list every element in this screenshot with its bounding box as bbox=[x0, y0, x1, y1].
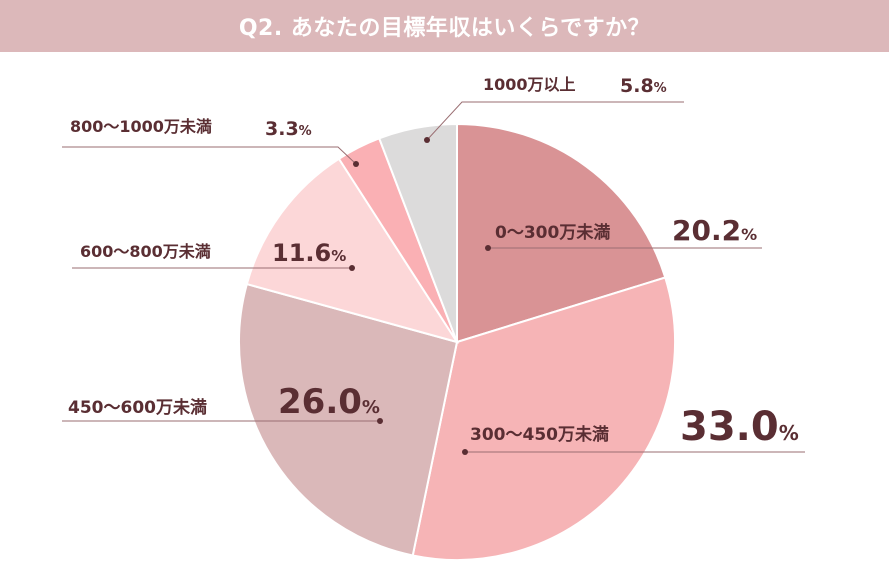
pie-slice bbox=[238, 282, 459, 557]
value-label: 33.0% bbox=[680, 404, 799, 450]
pie-slice bbox=[456, 122, 667, 344]
percent-unit: % bbox=[299, 124, 312, 139]
leader-line bbox=[62, 146, 357, 165]
category-label: 300〜450万未満 bbox=[470, 424, 609, 445]
chart-title-bar: Q2. あなたの目標年収はいくらですか？ bbox=[0, 0, 889, 52]
leader-dot bbox=[377, 418, 383, 424]
category-label: 600〜800万未満 bbox=[80, 242, 211, 261]
percent-unit: % bbox=[362, 397, 380, 418]
category-label: 800〜1000万未満 bbox=[70, 117, 212, 136]
percent-unit: % bbox=[741, 225, 757, 244]
value-label: 20.2% bbox=[672, 214, 757, 247]
slice-label-group: 600〜800万未満 11.6% bbox=[72, 239, 355, 271]
pie-slice bbox=[411, 276, 676, 561]
category-label: 0〜300万未満 bbox=[495, 222, 610, 243]
percent-unit: % bbox=[331, 247, 346, 265]
percent-unit: % bbox=[654, 81, 667, 96]
pie-slice bbox=[377, 122, 458, 343]
leader-dot bbox=[424, 137, 430, 143]
value-label: 3.3% bbox=[265, 118, 312, 140]
value-label: 5.8% bbox=[620, 75, 667, 97]
category-label: 450〜600万未満 bbox=[68, 397, 207, 418]
leader-dot bbox=[462, 449, 468, 455]
pie-labels: 0〜300万未満 20.2% 300〜450万未満 33.0% 450〜600万未満 26… bbox=[62, 75, 805, 455]
slice-label-group: 450〜600万未満 26.0% bbox=[62, 382, 383, 424]
slice-label-group: 1000万以上 5.8% bbox=[424, 75, 684, 143]
leader-dot bbox=[349, 265, 355, 271]
chart-title: Q2. あなたの目標年収はいくらですか？ bbox=[238, 16, 651, 41]
category-label: 1000万以上 bbox=[483, 75, 576, 94]
leader-dot bbox=[485, 245, 491, 251]
percent-unit: % bbox=[779, 421, 799, 445]
pie-slice bbox=[245, 157, 460, 344]
leader-line bbox=[426, 101, 684, 141]
slice-label-group: 800〜1000万未満 3.3% bbox=[62, 117, 359, 167]
leader-dot bbox=[353, 161, 359, 167]
pie-slices bbox=[238, 122, 676, 561]
